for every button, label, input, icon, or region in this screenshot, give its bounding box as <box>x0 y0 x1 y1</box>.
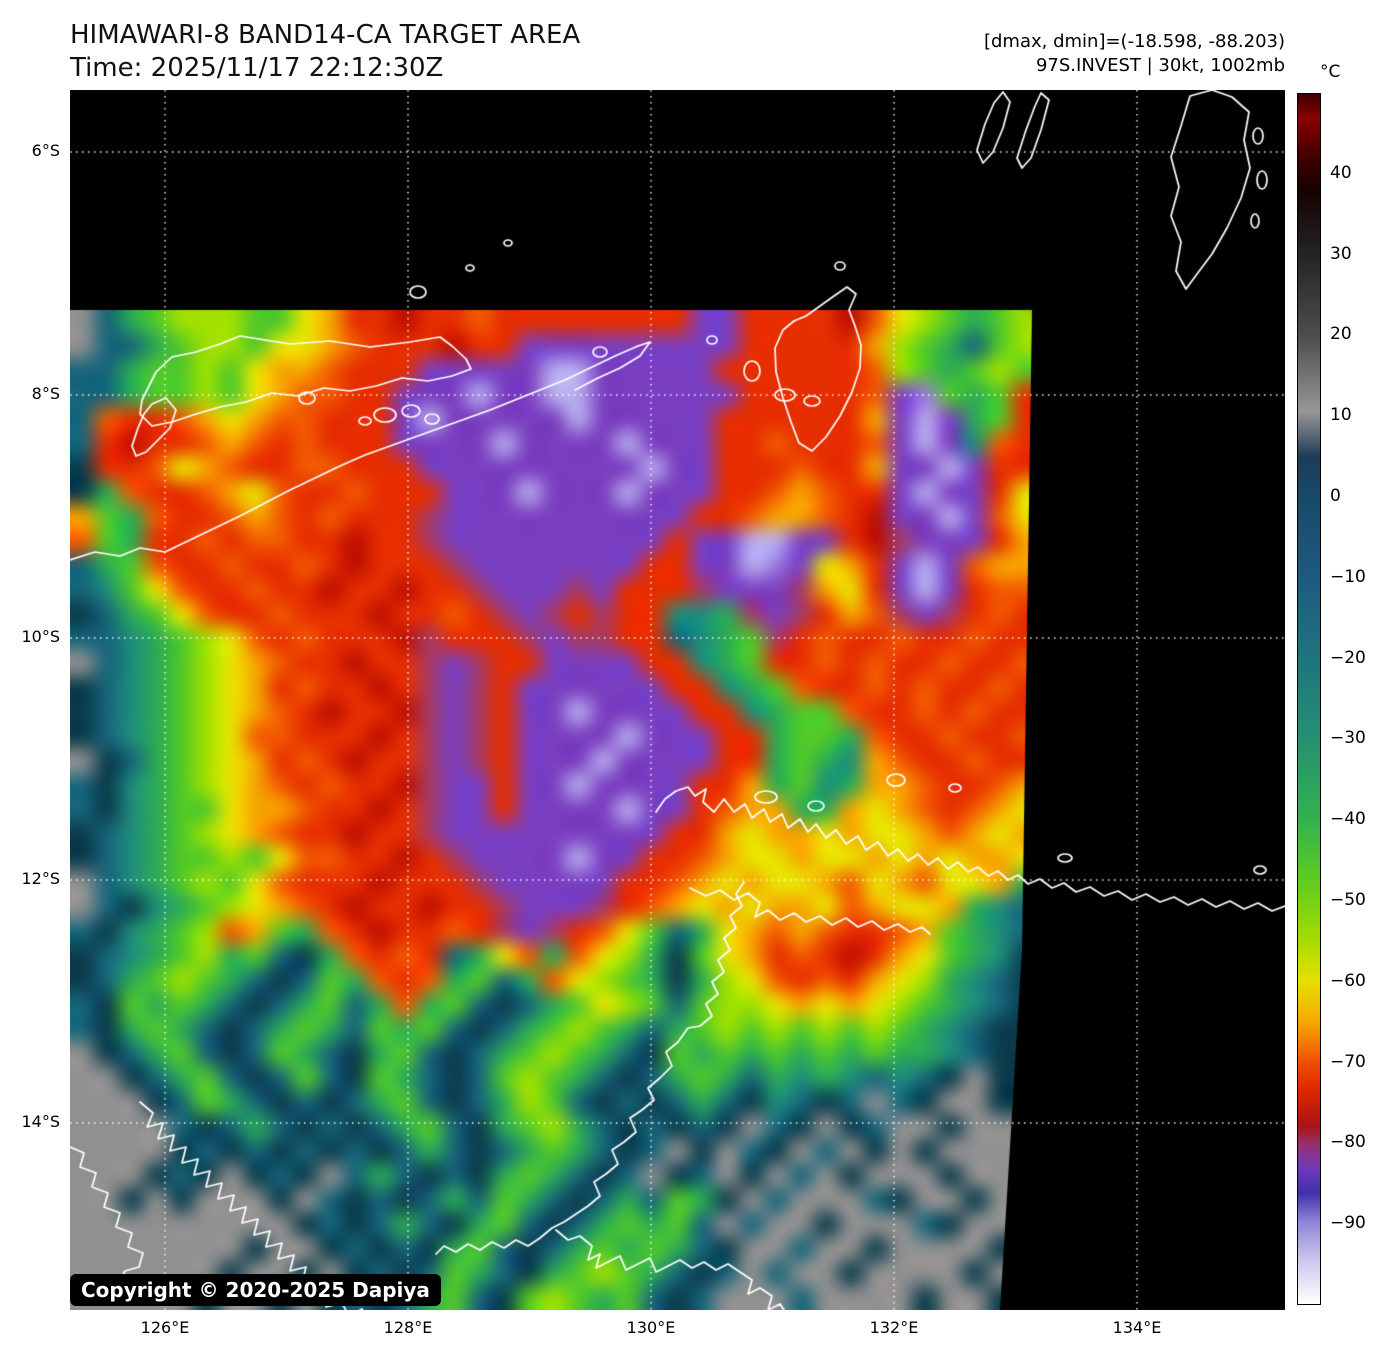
lon-tick-label: 132°E <box>869 1318 919 1337</box>
dmax-dmin-readout: [dmax, dmin]=(-18.598, -88.203) <box>983 31 1285 52</box>
satellite-map <box>70 90 1285 1310</box>
lat-tick-label: 6°S <box>31 141 60 160</box>
colorbar-tick-label: −40 <box>1330 809 1366 830</box>
storm-readout: 97S.INVEST | 30kt, 1002mb <box>1035 55 1285 76</box>
colorbar-tick-label: 0 <box>1330 486 1341 506</box>
colorbar-tick-label: −20 <box>1330 647 1366 668</box>
colorbar-tick-label: −10 <box>1330 566 1366 587</box>
copyright-badge: Copyright © 2020-2025 Dapiya <box>70 1274 441 1306</box>
colorbar-tick-label: −60 <box>1330 970 1366 991</box>
lat-tick-label: 10°S <box>21 627 60 646</box>
lon-tick-label: 126°E <box>140 1318 190 1337</box>
colorbar-tick-label: −80 <box>1330 1132 1366 1153</box>
figure-title: HIMAWARI-8 BAND14-CA TARGET AREA <box>70 20 581 50</box>
colorbar-tick-label: 10 <box>1330 405 1352 426</box>
colorbar-tick-label: −70 <box>1330 1051 1366 1072</box>
satellite-imagery-canvas <box>70 90 1285 1310</box>
colorbar-tick-label: 30 <box>1330 243 1352 264</box>
lon-tick-label: 128°E <box>383 1318 433 1337</box>
colorbar-tick-label: 40 <box>1330 162 1352 183</box>
lon-tick-label: 130°E <box>626 1318 676 1337</box>
colorbar-tick-label: 20 <box>1330 324 1352 345</box>
colorbar <box>1297 93 1321 1305</box>
colorbar-tick-label: −30 <box>1330 728 1366 749</box>
colorbar-unit-label: °C <box>1320 62 1341 82</box>
lat-tick-label: 14°S <box>21 1112 60 1131</box>
lon-tick-label: 134°E <box>1112 1318 1162 1337</box>
figure-time: Time: 2025/11/17 22:12:30Z <box>70 53 444 83</box>
colorbar-tick-label: −90 <box>1330 1213 1366 1234</box>
colorbar-tick-label: −50 <box>1330 890 1366 910</box>
lat-tick-label: 8°S <box>31 384 60 403</box>
lat-tick-label: 12°S <box>21 869 60 888</box>
